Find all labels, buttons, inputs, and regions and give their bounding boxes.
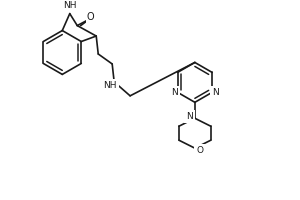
Text: N: N [212, 88, 218, 97]
Text: N: N [187, 112, 193, 121]
Text: NH: NH [103, 81, 117, 90]
Text: O: O [87, 12, 94, 22]
Text: N: N [171, 88, 178, 97]
Text: O: O [196, 146, 203, 155]
Text: NH: NH [63, 1, 76, 10]
